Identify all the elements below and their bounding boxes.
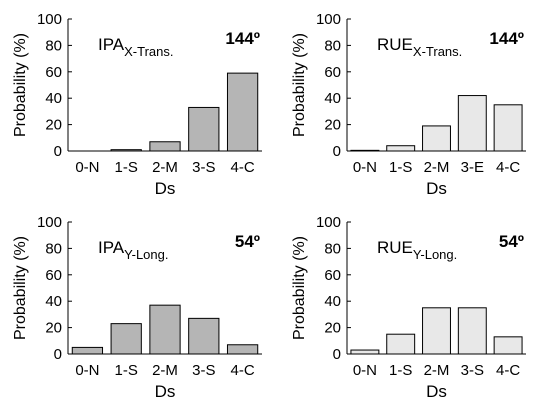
y-tick-label: 60	[324, 64, 341, 81]
x-tick-label: 1-S	[389, 362, 412, 379]
bar-2-M	[149, 304, 181, 355]
y-tick-label: 100	[316, 214, 341, 231]
x-tick-label: 4-C	[231, 159, 255, 176]
y-tick-label: 100	[316, 11, 341, 28]
y-tick-label: 40	[45, 293, 62, 310]
y-tick-label: 20	[324, 320, 341, 337]
y-tick-label: 80	[45, 240, 62, 257]
bar-2-M	[149, 141, 181, 152]
x-tick-label: 0-N	[75, 362, 99, 379]
bar-1-S	[110, 323, 142, 355]
y-axis-title: Probability (%)	[12, 33, 29, 137]
y-tick-label: 60	[324, 267, 341, 284]
x-tick-label: 3-E	[461, 159, 484, 176]
y-tick-label: 100	[37, 214, 62, 231]
x-tick-label: 3-S	[192, 159, 215, 176]
x-tick-label: 1-S	[389, 159, 412, 176]
panel-label: RUEX-Trans.	[377, 35, 462, 59]
angle-label: 54º	[499, 232, 524, 251]
y-tick-label: 60	[45, 267, 62, 284]
bar-2-M	[422, 307, 451, 355]
bar-0-N	[350, 349, 380, 355]
y-tick-label: 0	[333, 143, 341, 160]
chart-panel-top-left: 0 20 40 60 80 100 0-N 1-S 2-M 3-S 4-C Ds Probability…	[12, 11, 262, 198]
y-tick-label: 0	[333, 346, 341, 363]
y-axis-title: Probability (%)	[291, 236, 308, 340]
y-tick-label: 40	[324, 293, 341, 310]
bar-1-S	[386, 145, 416, 152]
x-tick-label: 0-N	[75, 159, 99, 176]
bar-4-C	[493, 104, 523, 152]
chart-panel-bottom-right: 0 20 40 60 80 100 0-N 1-S 2-M 3-S 4-C Ds Probability…	[291, 214, 526, 401]
chart-panel-top-right: 0 20 40 60 80 100 0-N 1-S 2-M 3-E 4-C Ds Probability…	[291, 11, 526, 198]
y-tick-label: 100	[37, 11, 62, 28]
panel-label: IPAX-Trans.	[98, 35, 174, 59]
y-tick-label: 40	[324, 90, 341, 107]
y-tick-label: 80	[324, 37, 341, 54]
y-tick-label: 80	[45, 37, 62, 54]
y-axis-title: Probability (%)	[291, 33, 308, 137]
panel-label: IPAY-Long.	[98, 238, 168, 262]
x-tick-label: 1-S	[115, 159, 138, 176]
x-tick-label: 2-M	[424, 159, 450, 176]
x-tick-label: 4-C	[496, 362, 520, 379]
x-tick-label: 2-M	[152, 159, 178, 176]
bar-3-S	[457, 307, 487, 355]
x-tick-label: 3-S	[192, 362, 215, 379]
bar-2-M	[422, 125, 451, 152]
y-tick-label: 40	[45, 90, 62, 107]
x-axis-title: Ds	[426, 382, 447, 401]
angle-label: 144º	[489, 29, 524, 48]
y-tick-label: 60	[45, 64, 62, 81]
y-tick-label: 20	[324, 117, 341, 134]
x-tick-label: 4-C	[496, 159, 520, 176]
bar-1-S	[386, 333, 416, 355]
x-axis-title: Ds	[426, 179, 447, 198]
angle-label: 144º	[225, 29, 260, 48]
bar-4-C	[493, 336, 523, 355]
panel-label: RUEY-Long.	[377, 238, 457, 262]
x-tick-label: 1-S	[115, 362, 138, 379]
y-tick-label: 0	[54, 143, 62, 160]
x-axis-title: Ds	[155, 179, 176, 198]
x-tick-label: 2-M	[424, 362, 450, 379]
x-tick-label: 0-N	[353, 362, 377, 379]
y-tick-label: 20	[45, 117, 62, 134]
bar-3-S	[188, 106, 220, 152]
y-tick-label: 20	[45, 320, 62, 337]
y-axis-title: Probability (%)	[12, 236, 29, 340]
angle-label: 54º	[235, 232, 260, 251]
bar-0-N	[71, 346, 104, 355]
bar-4-C	[226, 72, 259, 152]
bar-4-C	[226, 344, 259, 355]
x-tick-label: 3-S	[461, 362, 484, 379]
x-tick-label: 2-M	[152, 362, 178, 379]
x-tick-label: 0-N	[353, 159, 377, 176]
x-tick-label: 4-C	[231, 362, 255, 379]
bar-3-S	[188, 317, 220, 355]
chart-panel-bottom-left: 0 20 40 60 80 100 0-N 1-S 2-M 3-S 4-C Ds Probability…	[12, 214, 262, 401]
y-tick-label: 0	[54, 346, 62, 363]
x-axis-title: Ds	[155, 382, 176, 401]
y-tick-label: 80	[324, 240, 341, 257]
bar-3-E	[457, 95, 487, 152]
